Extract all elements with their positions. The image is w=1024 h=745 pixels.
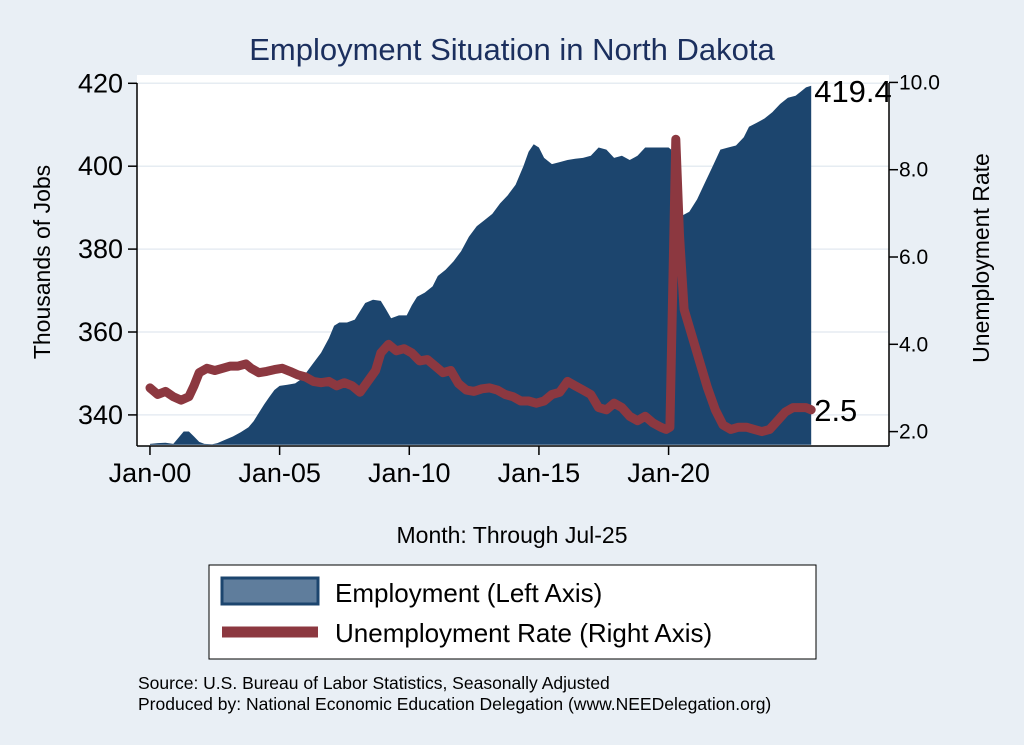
unemployment-line	[145, 134, 816, 437]
legend-unemployment-label: Unemployment Rate (Right Axis)	[335, 618, 712, 648]
unemployment-end-label: 2.5	[814, 393, 857, 428]
x-tick-label-Jan-05: Jan-05	[238, 458, 321, 488]
chart-title: Employment Situation in North Dakota	[249, 32, 775, 67]
y-right-axis-title: Unemployment Rate	[968, 153, 994, 363]
end-labels: 419.4 2.5	[814, 74, 892, 428]
y-left-tick-label-400: 400	[78, 151, 123, 181]
y-left-axis-title: Thousands of Jobs	[29, 165, 55, 359]
legend: Employment (Left Axis) Unemployment Rate…	[208, 564, 817, 660]
y-left-tick-label-380: 380	[78, 234, 123, 264]
y-right-tick-label-2.0: 2.0	[899, 421, 928, 444]
y-right-tick-label-10.0: 10.0	[899, 71, 940, 94]
producer-note: Produced by: National Economic Education…	[138, 694, 771, 714]
employment-area-layer	[150, 85, 812, 445]
y-left-tick-label-420: 420	[78, 68, 123, 98]
legend-employment-label: Employment (Left Axis)	[335, 578, 602, 608]
x-tick-label-Jan-00: Jan-00	[109, 458, 192, 488]
employment-end-label: 419.4	[814, 74, 892, 109]
right-axis-ticks: 2.0 4.0 6.0 8.0 10.0	[889, 71, 940, 444]
axes	[136, 83, 890, 447]
y-right-tick-label-8.0: 8.0	[899, 159, 928, 182]
x-tick-label-Jan-15: Jan-15	[498, 458, 581, 488]
left-axis-ticks: 340 360 380 400 420	[78, 68, 137, 430]
x-axis-title: Month: Through Jul-25	[397, 522, 628, 548]
employment-area	[150, 85, 812, 445]
source-note: Source: U.S. Bureau of Labor Statistics,…	[138, 673, 610, 693]
x-axis-ticks: Jan-00 Jan-05 Jan-10 Jan-15 Jan-20	[109, 446, 710, 488]
y-right-tick-label-4.0: 4.0	[899, 333, 928, 356]
legend-employment-swatch	[220, 576, 320, 606]
y-left-tick-label-340: 340	[78, 400, 123, 430]
y-right-tick-label-6.0: 6.0	[899, 246, 928, 269]
y-left-tick-label-360: 360	[78, 317, 123, 347]
unemployment-line-layer	[145, 134, 816, 437]
x-tick-label-Jan-10: Jan-10	[368, 458, 451, 488]
x-tick-label-Jan-20: Jan-20	[627, 458, 710, 488]
